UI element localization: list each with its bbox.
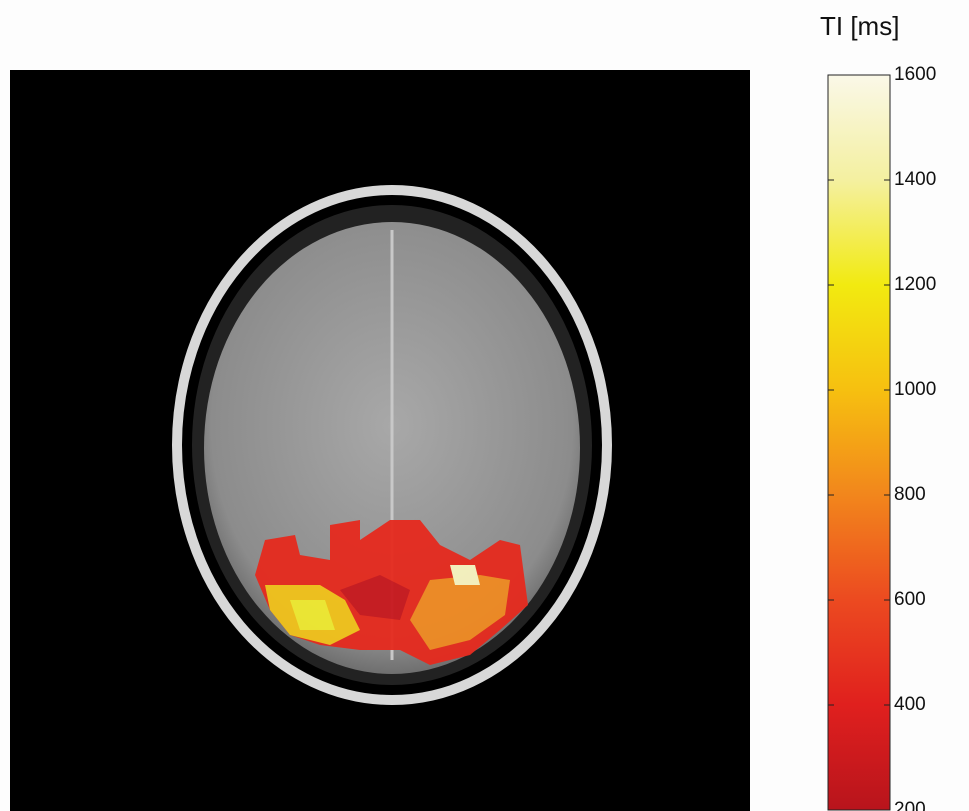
y-tick-label: 1600 [894,64,936,85]
y-tick-label: 1400 [894,169,936,190]
y-tick-label: 800 [894,484,926,505]
colorbar-title: TI [ms] [820,11,899,41]
overlay-region [450,565,480,585]
figure: TI [ms] 200 400 600 800 1000 1200 1400 1600 [0,0,969,811]
y-tick-label: 1200 [894,274,936,295]
y-tick-label: 200 [894,799,926,811]
y-tick-label: 1000 [894,379,936,400]
mri-image [10,70,750,811]
y-tick-label: 600 [894,589,926,610]
y-tick-label: 400 [894,694,926,715]
page: TI [ms] 2004006008001000120014001600 (()… [0,0,969,811]
colorbar [828,75,890,810]
